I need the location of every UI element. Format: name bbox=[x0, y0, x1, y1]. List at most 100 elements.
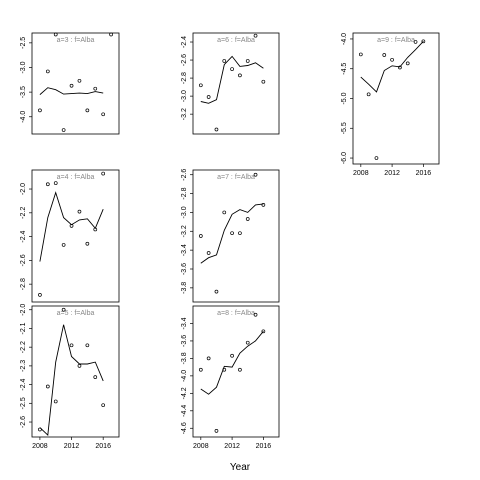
data-point bbox=[206, 356, 211, 361]
y-tick-label: -4.0 bbox=[341, 33, 348, 45]
data-point bbox=[382, 53, 387, 57]
y-tick-label: -2.2 bbox=[20, 207, 27, 219]
y-tick-label: -2.4 bbox=[20, 378, 27, 390]
y-tick-label: -4.0 bbox=[181, 370, 188, 382]
y-tick-label: -5.0 bbox=[341, 92, 348, 104]
y-tick-label: -2.0 bbox=[20, 183, 27, 195]
panel-frame bbox=[192, 305, 280, 438]
data-point bbox=[253, 33, 258, 38]
data-point bbox=[245, 340, 250, 345]
panel-title: a=4 : f=Alba bbox=[57, 174, 95, 181]
panel-3: a=4 : f=Alba -2.0 -2.2 -2.4 -2.6 -2.8 bbox=[20, 169, 120, 303]
y-tick-label: -2.3 bbox=[20, 360, 27, 372]
data-point bbox=[261, 329, 266, 334]
data-point bbox=[109, 32, 113, 37]
data-point bbox=[93, 375, 98, 379]
panel-frame bbox=[31, 305, 120, 438]
data-point bbox=[421, 39, 426, 44]
panel-frame bbox=[31, 32, 120, 135]
data-point bbox=[45, 69, 50, 74]
data-point bbox=[390, 57, 394, 62]
panel-6: a=8 : f=Alba -3.4 -3.6 -3.8 -4.0 -4.2 -4.4 -4.6… bbox=[181, 305, 280, 450]
data-point bbox=[61, 128, 66, 132]
data-point bbox=[214, 127, 219, 132]
data-point bbox=[230, 67, 234, 71]
data-point bbox=[198, 83, 203, 88]
data-point bbox=[53, 399, 58, 404]
panel-frame bbox=[31, 169, 120, 303]
data-point bbox=[238, 367, 242, 372]
data-point bbox=[253, 172, 258, 177]
x-tick-label: 2016 bbox=[256, 443, 272, 450]
y-tick-label: -4.4 bbox=[181, 405, 188, 417]
data-point bbox=[93, 86, 98, 91]
data-point bbox=[222, 367, 227, 372]
y-tick-label: -6.0 bbox=[341, 152, 348, 164]
data-point bbox=[245, 217, 250, 221]
x-tick-label: 2008 bbox=[193, 443, 209, 450]
data-point bbox=[53, 181, 58, 185]
data-point bbox=[413, 40, 418, 44]
series-line bbox=[39, 87, 104, 95]
data-point bbox=[45, 182, 50, 187]
y-tick-label: -3.8 bbox=[181, 282, 188, 294]
data-point bbox=[405, 61, 410, 66]
data-point bbox=[77, 364, 82, 368]
data-point bbox=[198, 367, 203, 372]
y-tick-label: -2.5 bbox=[20, 37, 27, 49]
panel-title: a=5 : f=Alba bbox=[57, 310, 95, 317]
y-tick-label: -4.2 bbox=[181, 387, 188, 399]
panel-title: a=3 : f=Alba bbox=[57, 37, 95, 44]
y-tick-label: -2.0 bbox=[20, 304, 27, 316]
data-point bbox=[230, 353, 234, 358]
data-point bbox=[198, 234, 203, 238]
data-point bbox=[61, 307, 66, 312]
panel-title: a=7 : f=Alba bbox=[217, 174, 255, 181]
panel-frame bbox=[192, 169, 280, 303]
data-point bbox=[93, 227, 98, 232]
x-tick-label: 2016 bbox=[416, 170, 432, 177]
y-tick-label: -2.8 bbox=[181, 187, 188, 199]
data-point bbox=[214, 429, 219, 433]
y-tick-label: -2.4 bbox=[20, 230, 27, 242]
y-tick-label: -2.6 bbox=[20, 254, 27, 266]
series-line bbox=[360, 40, 424, 93]
y-tick-label: -4.0 bbox=[20, 111, 27, 123]
x-tick-label: 2008 bbox=[32, 443, 48, 450]
y-tick-label: -2.6 bbox=[20, 416, 27, 428]
data-point bbox=[245, 59, 250, 63]
x-tick-label: 2012 bbox=[224, 443, 240, 450]
data-point bbox=[69, 343, 74, 348]
series-line bbox=[200, 331, 264, 395]
panel-frame bbox=[192, 32, 280, 135]
y-tick-label: -3.0 bbox=[20, 61, 27, 73]
y-tick-label: -3.0 bbox=[181, 206, 188, 218]
data-point bbox=[101, 403, 106, 408]
y-tick-label: -3.2 bbox=[181, 225, 188, 237]
panel-title: a=6 : f=Alba bbox=[217, 37, 255, 44]
y-tick-label: -2.8 bbox=[181, 72, 188, 84]
panel-0: a=3 : f=Alba -2.5 -3.0 -3.5 -4.0 bbox=[20, 32, 120, 135]
data-point bbox=[214, 289, 219, 294]
data-point bbox=[101, 171, 106, 176]
y-tick-label: -3.6 bbox=[181, 263, 188, 275]
y-tick-label: -4.5 bbox=[341, 63, 348, 75]
data-point bbox=[85, 241, 90, 246]
x-axis-title: Year bbox=[230, 462, 251, 473]
data-point bbox=[53, 32, 58, 37]
panel-1: a=6 : f=Alba -2.4 -2.6 -2.8 -3.0 -3.2 bbox=[181, 32, 280, 135]
data-point bbox=[38, 293, 42, 297]
data-point bbox=[38, 108, 42, 113]
x-tick-label: 2008 bbox=[353, 170, 369, 177]
y-tick-label: -3.8 bbox=[181, 352, 188, 364]
x-tick-label: 2012 bbox=[64, 443, 80, 450]
y-tick-label: -2.6 bbox=[181, 54, 188, 66]
data-point bbox=[61, 243, 66, 247]
data-point bbox=[77, 209, 82, 214]
panel-5: a=5 : f=Alba -2.0 -2.1 -2.2 -2.3 -2.4 -2.5 -2.6… bbox=[20, 304, 120, 450]
data-point bbox=[206, 251, 211, 255]
data-point bbox=[398, 65, 402, 70]
data-point bbox=[77, 78, 82, 83]
data-point bbox=[374, 156, 379, 160]
